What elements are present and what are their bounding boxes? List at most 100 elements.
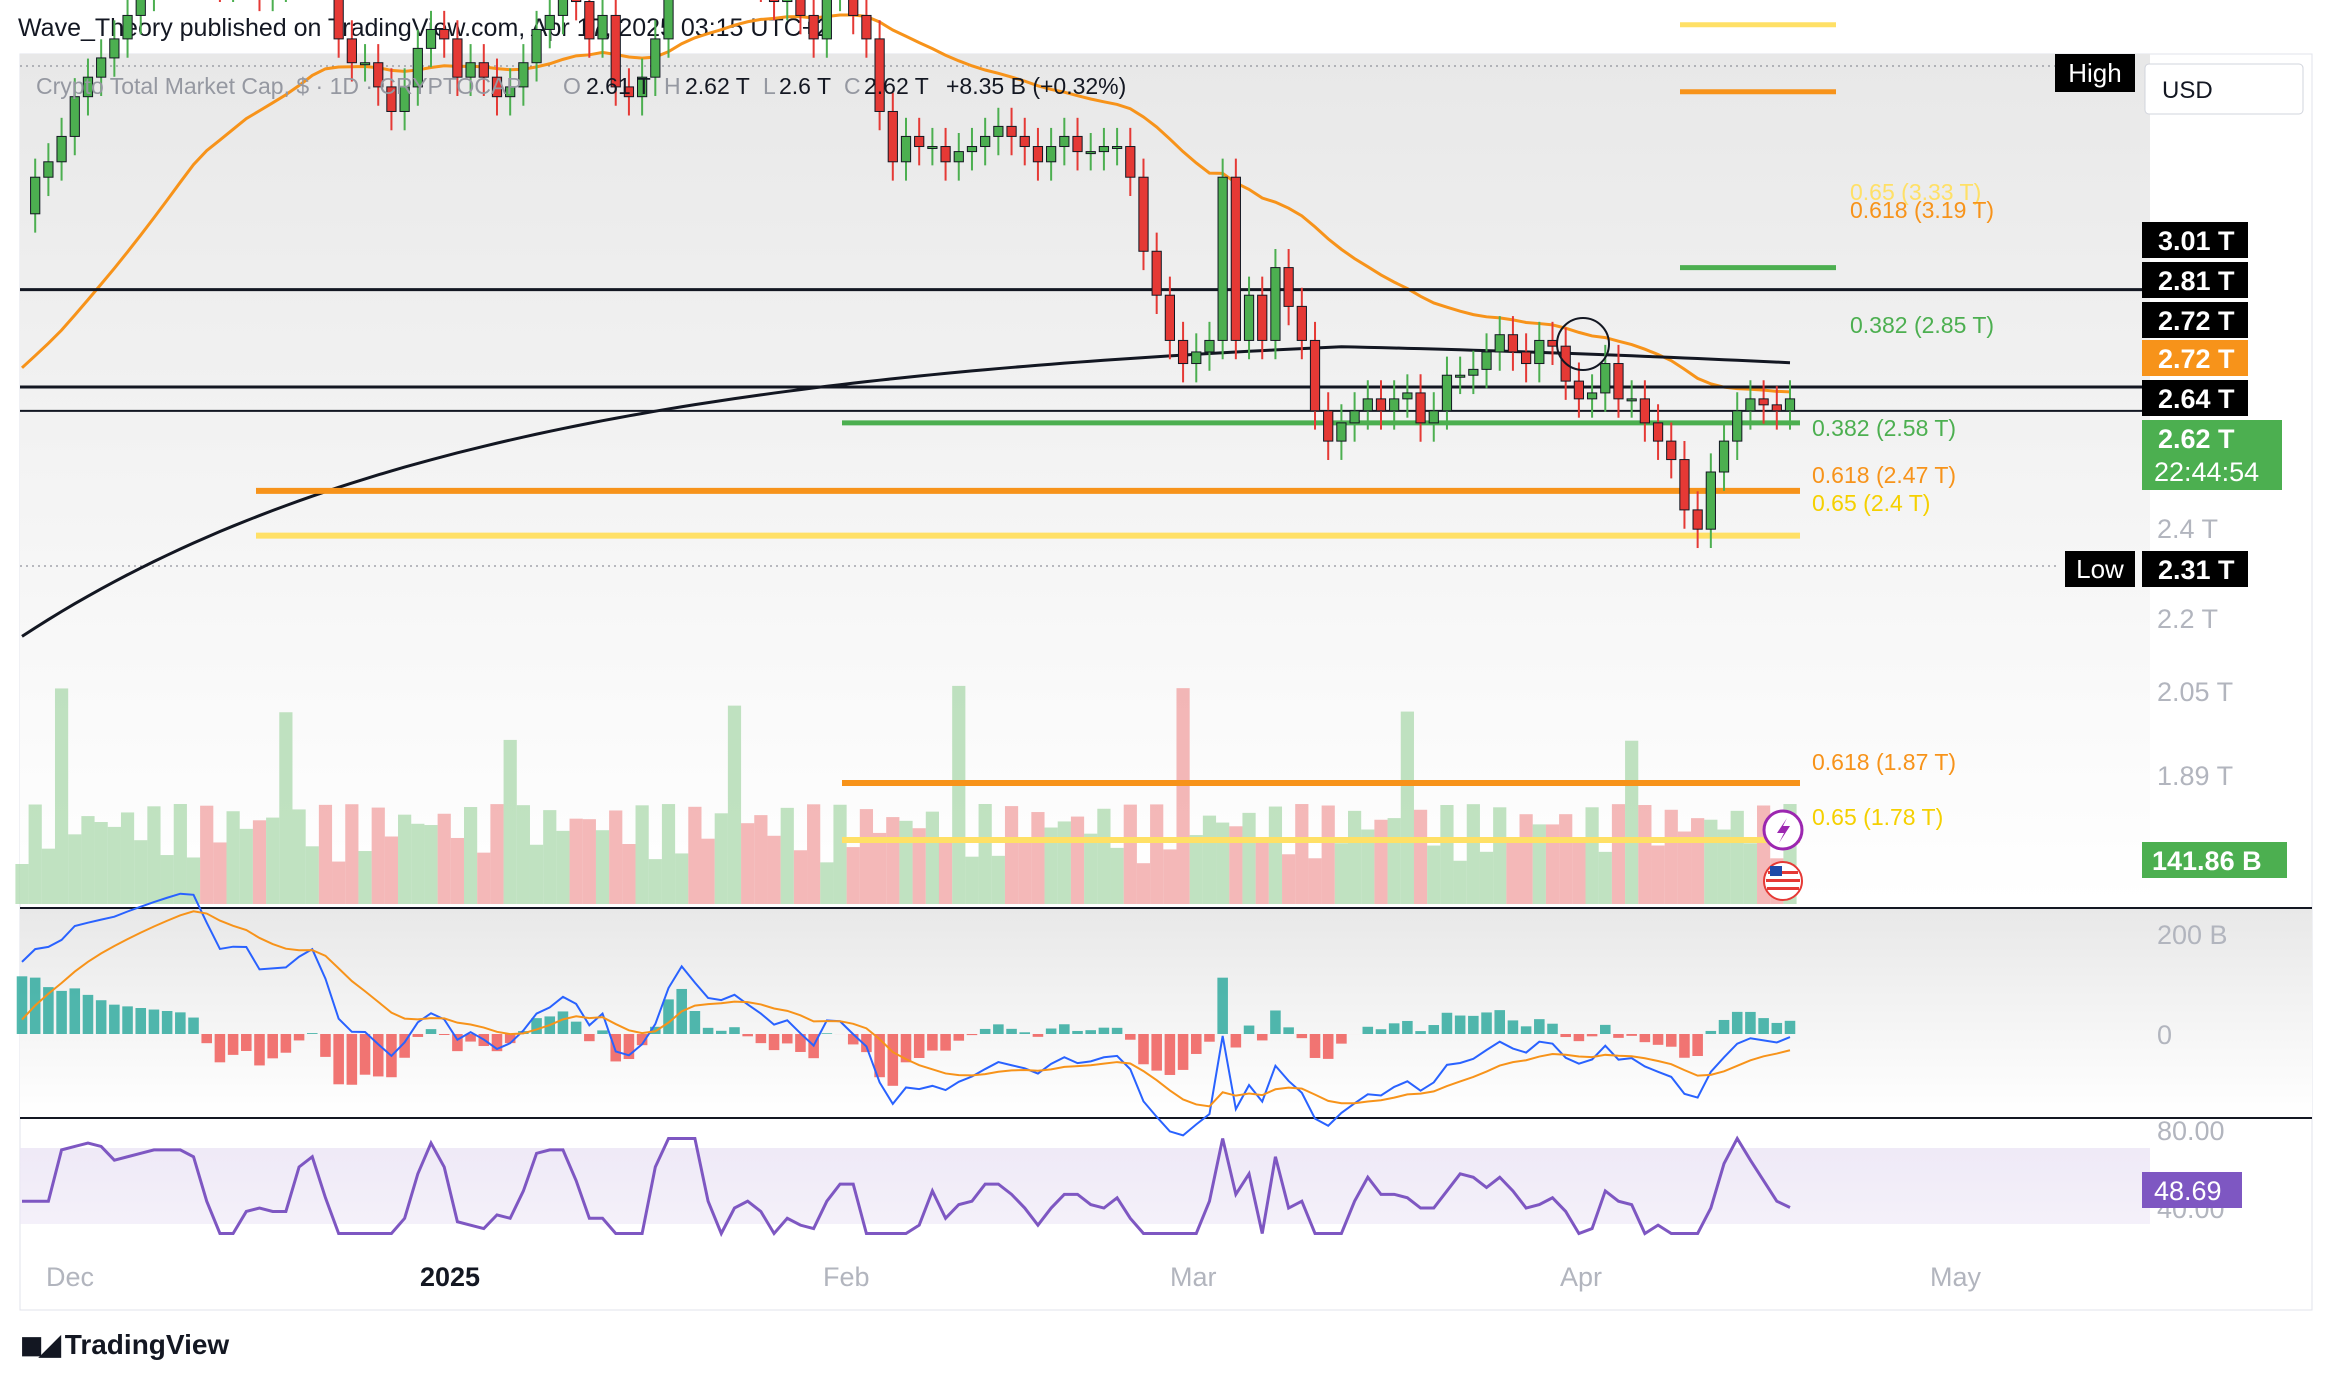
volume-bar	[595, 830, 610, 904]
candle-body	[386, 86, 397, 112]
candle-body	[425, 28, 437, 49]
macd-histogram-bar	[966, 1034, 978, 1036]
macd-histogram-bar	[306, 1033, 318, 1034]
volume-bar	[1585, 807, 1599, 904]
volume-bar	[134, 840, 148, 904]
volume-bar	[1625, 740, 1639, 904]
macd-histogram-bar	[584, 1034, 595, 1042]
volume-bar	[186, 857, 201, 904]
macd-histogram-bar	[729, 1027, 740, 1034]
volume-bar	[226, 811, 240, 904]
volume-bar	[1176, 688, 1190, 904]
volume-bar	[1651, 845, 1665, 904]
macd-histogram-bar	[702, 1027, 714, 1034]
macd-histogram-bar	[1138, 1034, 1149, 1065]
volume-bar	[807, 804, 821, 904]
price-tag-ema: 2.72 T	[2158, 344, 2235, 374]
candle-body	[1547, 339, 1558, 347]
macd-histogram-bar	[1758, 1018, 1769, 1034]
volume-bar	[200, 805, 214, 904]
change-value: +8.35 B (+0.32%)	[946, 73, 1126, 99]
macd-histogram-bar	[1652, 1034, 1664, 1045]
candle-body	[1217, 176, 1228, 341]
candle-body	[56, 135, 67, 163]
macd-histogram-bar	[43, 987, 54, 1034]
volume-bar	[754, 815, 768, 904]
volume-bar	[529, 844, 544, 904]
volume-bar	[1255, 839, 1269, 904]
candle-body	[914, 135, 925, 148]
volume-bar	[1348, 810, 1362, 904]
macd-histogram-bar	[320, 1034, 331, 1057]
macd-histogram-bar	[491, 1034, 503, 1052]
candle-body	[610, 14, 621, 88]
volume-bar	[675, 853, 689, 904]
macd-histogram-bar	[82, 994, 94, 1034]
candles	[30, 0, 1796, 549]
currency-label[interactable]: USD	[2162, 77, 2213, 104]
macd-histogram-bar	[1019, 1032, 1031, 1034]
time-axis: Dec 2025 Feb Mar Apr May	[46, 1262, 1982, 1292]
volume-bar	[741, 823, 755, 904]
us-flag-icon[interactable]	[1763, 861, 1803, 901]
candle-body	[109, 38, 120, 59]
candle-body	[1138, 176, 1149, 252]
candle-body	[1059, 135, 1070, 148]
volume-bar	[1229, 826, 1243, 904]
volume-bar	[1163, 849, 1177, 904]
macd-tick: 0	[2157, 1020, 2172, 1050]
fib-label: 0.65 (3.33 T)	[1850, 179, 1981, 205]
macd-histogram-bar	[399, 1034, 410, 1058]
time-tick: Feb	[823, 1262, 870, 1292]
candle-body	[1283, 267, 1294, 307]
candle-body	[874, 38, 885, 112]
candle-body	[1586, 392, 1598, 400]
candle-body	[1230, 176, 1241, 341]
rsi-band	[20, 1148, 2150, 1224]
volume-bar	[952, 685, 966, 904]
candle-body	[1494, 334, 1505, 353]
volume-bar	[859, 809, 874, 904]
volume-bar	[991, 855, 1005, 904]
currency-select[interactable]	[2144, 63, 2304, 115]
macd-histogram-bar	[333, 1034, 344, 1085]
macd-histogram-bar	[188, 1017, 199, 1034]
candle-body	[544, 14, 555, 30]
candle-body	[1705, 471, 1716, 530]
candle-body	[1349, 410, 1360, 424]
volume-bar	[1031, 812, 1045, 904]
candle-body	[980, 135, 991, 148]
candle-body	[399, 86, 410, 112]
low-label: Low	[2076, 554, 2124, 584]
volume-bar	[569, 818, 583, 904]
macd-histogram-bar	[1045, 1028, 1057, 1034]
macd-histogram-bar	[1613, 1034, 1624, 1038]
volume-bar	[28, 804, 42, 904]
volume-bar	[1545, 824, 1560, 904]
rsi-tick: 80.00	[2157, 1116, 2225, 1146]
volume-bar	[398, 814, 412, 904]
candle-body	[1441, 374, 1453, 412]
macd-histogram-bar	[781, 1034, 793, 1044]
volume-bar	[279, 712, 293, 904]
macd-histogram-bar	[636, 1034, 648, 1046]
macd-histogram-bar	[821, 1033, 833, 1034]
candle-body	[1639, 398, 1650, 424]
volume-bar	[239, 828, 253, 904]
candle-body	[808, 14, 819, 40]
candle-body	[623, 86, 635, 98]
brand-name: TradingView	[64, 1328, 230, 1360]
volume-bar	[213, 842, 227, 904]
volume-bar	[1440, 805, 1454, 904]
close-label: C	[844, 73, 861, 99]
close-value: 2.62 T	[864, 73, 929, 99]
macd-histogram-bar	[161, 1010, 173, 1034]
volume-bar	[1572, 837, 1586, 904]
tradingview-logo[interactable]: ◼◢ TradingView	[20, 1328, 229, 1361]
fib-labels: 0.65 (3.33 T) 0.618 (3.19 T) 0.382 (2.85…	[1812, 179, 1994, 830]
lightning-icon[interactable]	[1762, 809, 1804, 851]
candle-body	[1455, 374, 1466, 378]
rsi-value-tag	[2142, 1172, 2242, 1208]
volume-bar	[1743, 843, 1758, 904]
